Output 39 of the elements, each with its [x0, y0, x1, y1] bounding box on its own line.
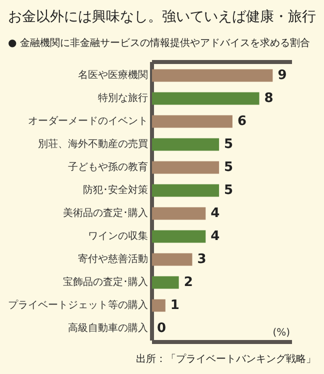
y-tick-label: オーダーメードのイベント	[28, 115, 148, 128]
data-label: 5	[224, 160, 234, 175]
y-tick-label: 子どもや孫の教育	[68, 161, 148, 174]
bar	[152, 230, 206, 243]
bar	[152, 299, 166, 312]
y-tick-label: 特別な旅行	[98, 92, 148, 104]
bar	[152, 184, 220, 197]
bar	[152, 115, 232, 128]
chart-subtitle: ● 金融機関に非金融サービスの情報提供やアドバイスを求める割合	[8, 36, 310, 50]
bar	[152, 207, 206, 220]
y-tick-label: 美術品の査定･購入	[63, 207, 148, 220]
y-tick-label: ワインの収集	[88, 230, 148, 242]
y-tick-label: 別荘、海外不動産の売買	[38, 138, 148, 150]
data-label: 4	[210, 206, 220, 221]
y-tick-label: 宝飾品の査定･購入	[63, 276, 148, 288]
bar	[152, 69, 273, 82]
bar	[152, 138, 220, 151]
bar	[152, 92, 260, 105]
bar	[152, 161, 220, 174]
data-label: 9	[278, 68, 287, 83]
data-label: 5	[224, 182, 234, 198]
y-tick-label: 高級自動車の購入	[68, 322, 148, 334]
y-tick-label: 寄付や慈善活動	[78, 253, 148, 266]
data-label: 2	[184, 274, 193, 290]
data-label: 6	[237, 114, 247, 129]
bar	[152, 276, 179, 289]
data-label: 0	[157, 320, 166, 336]
chart-title: お金以外には興味なし。強いていえば健康・旅行	[8, 8, 316, 26]
text: 出所：「プライベートバンキング戦略」	[136, 352, 316, 366]
data-label: 5	[224, 136, 234, 152]
y-tick-label: プライベートジェット等の購入	[8, 299, 148, 312]
data-label: 3	[197, 252, 206, 267]
data-label: 1	[170, 298, 180, 313]
x-axis-title: (%)	[272, 328, 290, 339]
y-tick-label: 防犯･安全対策	[83, 184, 148, 196]
y-tick-label: 名医や医療機関	[78, 69, 148, 82]
bar	[152, 253, 192, 266]
data-label: 4	[210, 228, 220, 244]
data-label: 8	[264, 90, 274, 106]
